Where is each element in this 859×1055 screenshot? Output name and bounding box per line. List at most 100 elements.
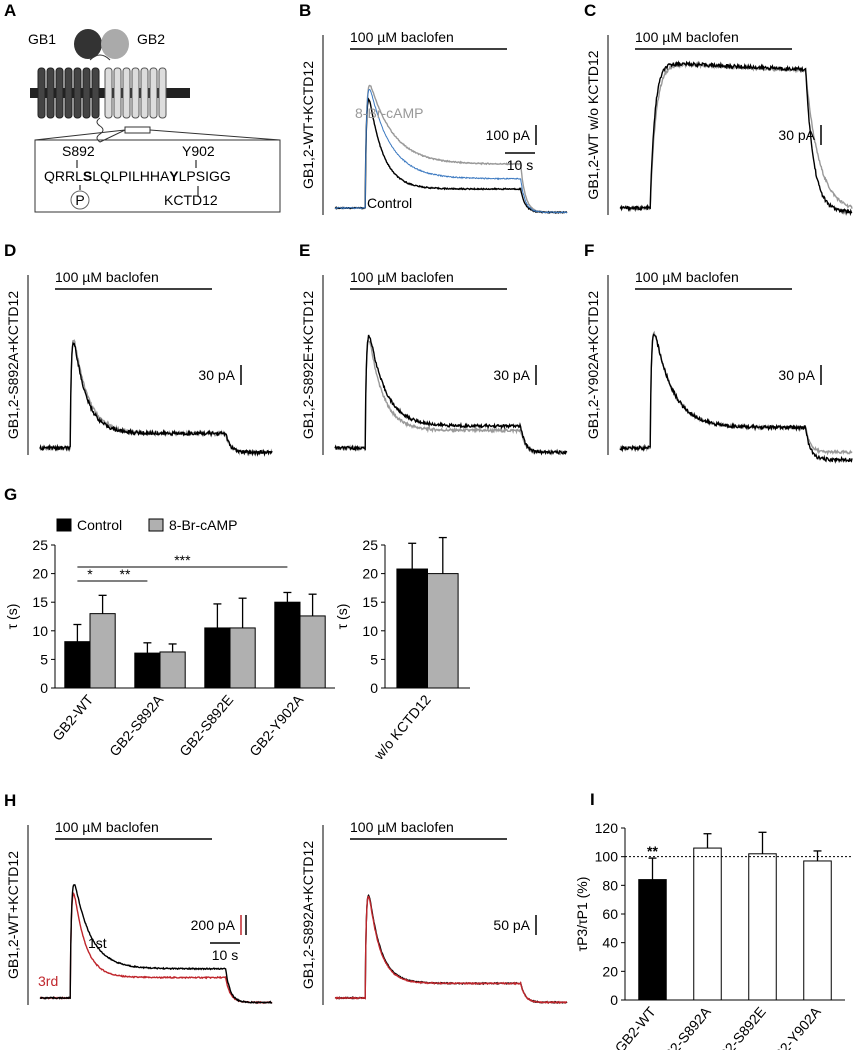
site-label: S892 bbox=[62, 143, 95, 159]
current-trace bbox=[334, 893, 568, 1004]
y-label: GB1,2-WT+KCTD12 bbox=[300, 61, 316, 189]
bar bbox=[134, 652, 161, 689]
panel-label: I bbox=[590, 790, 595, 809]
sig-label: ** bbox=[120, 566, 131, 582]
bar bbox=[159, 651, 186, 689]
stim-label: 100 µM baclofen bbox=[350, 269, 454, 285]
bar bbox=[229, 627, 256, 689]
sequence: QRRLSLQLPILHHAYLPSIGG bbox=[44, 168, 231, 184]
legend-label: 8-Br-cAMP bbox=[169, 517, 237, 533]
current-trace bbox=[39, 338, 273, 456]
current-trace bbox=[334, 84, 568, 214]
sig-label: *** bbox=[174, 552, 191, 568]
current-trace bbox=[619, 60, 853, 217]
y-axis-label: τ (s) bbox=[4, 604, 20, 630]
current-trace bbox=[619, 333, 853, 464]
x-tick-label: GB2-S892E bbox=[709, 1004, 769, 1050]
panel-label: D bbox=[4, 241, 16, 260]
scale-label: 30 pA bbox=[198, 367, 235, 383]
trace-label: 8-Br-cAMP bbox=[355, 105, 423, 121]
panel-label: A bbox=[4, 1, 16, 20]
bar bbox=[638, 879, 667, 1001]
y-tick-label: 0 bbox=[40, 680, 48, 696]
y-tick-label: 10 bbox=[362, 623, 378, 639]
current-trace bbox=[39, 884, 273, 1005]
phospho-label: P bbox=[75, 192, 84, 208]
panel-label: G bbox=[4, 485, 17, 504]
y-tick-label: 25 bbox=[362, 537, 378, 553]
x-tick-label: GB2-Y902A bbox=[246, 691, 307, 759]
scale-label: 30 pA bbox=[778, 127, 815, 143]
current-trace bbox=[334, 334, 568, 456]
panel-a: A GB1 GB2 S892 Y902 QRRLSLQLPILHHAYLPSIG… bbox=[4, 1, 281, 213]
y-tick-label: 15 bbox=[32, 594, 48, 610]
linker bbox=[89, 54, 111, 61]
current-trace bbox=[334, 895, 567, 1005]
sig-label: ** bbox=[647, 843, 658, 859]
y-tick-label: 0 bbox=[610, 992, 618, 1008]
y-axis-label: τP3/τP1 (%) bbox=[574, 877, 590, 952]
y-tick-label: 10 bbox=[32, 623, 48, 639]
seq-site: S bbox=[83, 168, 92, 184]
x-tick-label: w/o KCTD12 bbox=[370, 691, 434, 763]
current-trace bbox=[619, 61, 853, 211]
bar bbox=[64, 641, 91, 689]
x-tick-label: GB2-Y902A bbox=[764, 1003, 825, 1050]
x-tick-label: GB2-S892A bbox=[106, 691, 167, 759]
x-tick-label: GB2-WT bbox=[49, 691, 97, 743]
gb2-label: GB2 bbox=[137, 31, 165, 47]
y-tick-label: 20 bbox=[362, 566, 378, 582]
y-tick-label: 60 bbox=[602, 906, 618, 922]
stim-label: 100 µM baclofen bbox=[635, 269, 739, 285]
panel-label: H bbox=[4, 791, 16, 810]
scale-label: 100 pA bbox=[486, 127, 531, 143]
phospho-circle bbox=[70, 190, 90, 210]
current-trace bbox=[334, 97, 568, 214]
gb2-lobe bbox=[101, 29, 129, 59]
y-label: GB1,2-S892E+KCTD12 bbox=[300, 291, 316, 439]
coiled-coil bbox=[124, 126, 151, 134]
bar bbox=[274, 601, 301, 689]
panel-label: C bbox=[584, 1, 596, 20]
bar bbox=[299, 615, 326, 689]
legend-label: Control bbox=[77, 517, 122, 533]
sig-label: * bbox=[87, 566, 93, 582]
x-tick-label: GB2-WT bbox=[612, 1003, 660, 1050]
trace-panel: F GB1,2-Y902A+KCTD12 100 µM baclofen 30 pA bbox=[584, 241, 853, 464]
stim-label: 100 µM baclofen bbox=[635, 29, 739, 45]
scale-label: 10 s bbox=[212, 947, 238, 963]
y-label: GB1,2-WT+KCTD12 bbox=[5, 851, 21, 979]
scale-label: 50 pA bbox=[493, 917, 530, 933]
trace-panel: C GB1,2-WT w/o KCTD12 100 µM baclofen 30 pA bbox=[584, 1, 853, 217]
trace-panel: E GB1,2-S892E+KCTD12 100 µM baclofen 30 pA bbox=[299, 241, 568, 456]
y-label: GB1,2-S892A+KCTD12 bbox=[5, 291, 21, 439]
current-trace bbox=[39, 341, 273, 457]
bar-chart: 0 5 10 15 20 25 τ (s) w/o KCTD12 bbox=[334, 536, 470, 763]
bar bbox=[693, 847, 722, 1001]
trace-label: 3rd bbox=[38, 973, 58, 989]
legend-swatch bbox=[56, 518, 72, 532]
bar-chart: G 0 5 10 15 20 25 τ (s) GB2-WT GB2-S892A GB2-S892E… bbox=[4, 485, 335, 759]
panel-label: F bbox=[584, 241, 594, 260]
y-label: GB1,2-WT w/o KCTD12 bbox=[585, 50, 601, 199]
arrows bbox=[76, 160, 199, 196]
site-label: Y902 bbox=[182, 143, 215, 159]
seq-part: QRRL bbox=[44, 168, 83, 184]
scale-label: 30 pA bbox=[493, 367, 530, 383]
seq-part: LPSIGG bbox=[179, 168, 231, 184]
bar bbox=[427, 573, 459, 689]
trace-panel: D GB1,2-S892A+KCTD12 100 µM baclofen 30 pA bbox=[4, 241, 273, 457]
trace-panel: B GB1,2-WT+KCTD12 100 µM baclofen 100 pA 10 … bbox=[299, 1, 568, 215]
seq-part: LQLPILHHA bbox=[92, 168, 170, 184]
current-trace bbox=[334, 339, 568, 456]
bar bbox=[396, 568, 428, 689]
x-tick-label: GB2-S892E bbox=[176, 692, 236, 760]
trace-panel: GB1,2-S892A+KCTD12 100 µM baclofen 50 pA bbox=[300, 819, 568, 1005]
scale-label: 200 pA bbox=[191, 917, 236, 933]
y-label: GB1,2-S892A+KCTD12 bbox=[300, 841, 316, 989]
legend-swatch bbox=[148, 518, 164, 532]
stim-label: 100 µM baclofen bbox=[55, 819, 159, 835]
trace-label: 1st bbox=[88, 935, 107, 951]
